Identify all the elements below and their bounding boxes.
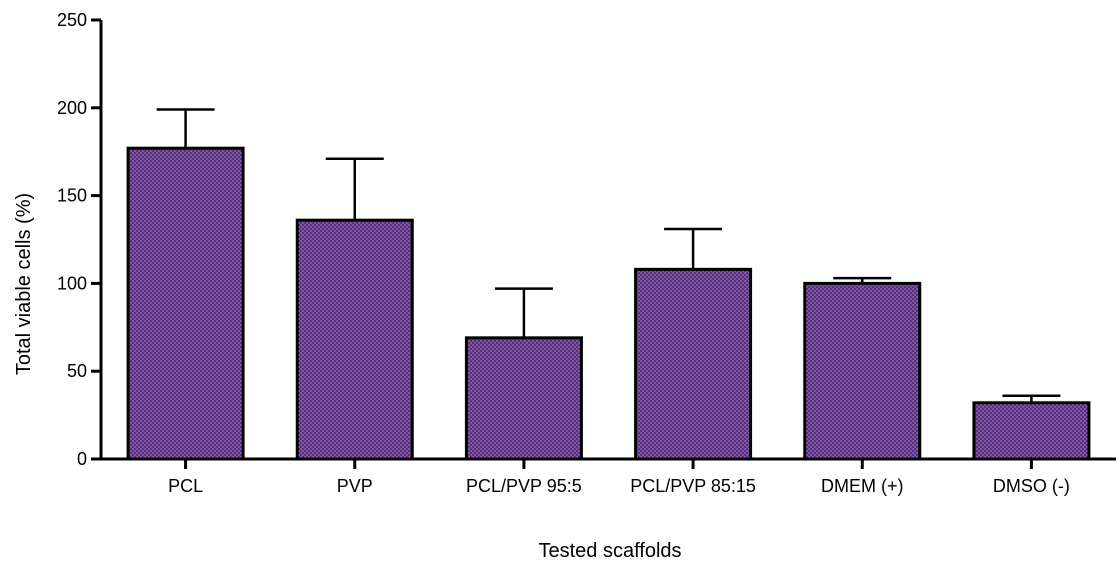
bar-dmso (972, 401, 1091, 461)
y-tick-label: 200 (57, 98, 87, 118)
y-axis-title: Total viable cells (%) (13, 193, 35, 375)
x-tick-label: PCL/PVP 85:15 (630, 476, 756, 496)
x-ticks-group: PCL PVP PCL/PVP 95:5 PCL/PVP 85:15 DMEM (+) D… (168, 459, 1070, 496)
x-tick-label: PCL/PVP 95:5 (466, 476, 582, 496)
y-ticks-group: 0 50 100 150 200 250 (57, 10, 101, 469)
y-tick-label: 50 (67, 361, 87, 381)
bars-group (126, 146, 1091, 461)
x-tick-label: PCL (168, 476, 203, 496)
y-tick-label: 150 (57, 186, 87, 206)
y-tick-label: 0 (77, 449, 87, 469)
y-tick-label: 250 (57, 10, 87, 30)
y-tick-label: 100 (57, 273, 87, 293)
x-tick-label: PVP (337, 476, 373, 496)
bar-pcl (126, 146, 245, 461)
bar-pcl-pvp-95-5 (464, 336, 583, 461)
x-tick-label: DMSO (-) (993, 476, 1070, 496)
x-axis-title: Tested scaffolds (538, 540, 681, 562)
x-tick-label: DMEM (+) (821, 476, 904, 496)
bar-pcl-pvp-85-15 (634, 267, 753, 461)
error-bars-group (156, 108, 1061, 403)
bar-pvp (295, 218, 414, 461)
bar-dmem (803, 281, 922, 461)
